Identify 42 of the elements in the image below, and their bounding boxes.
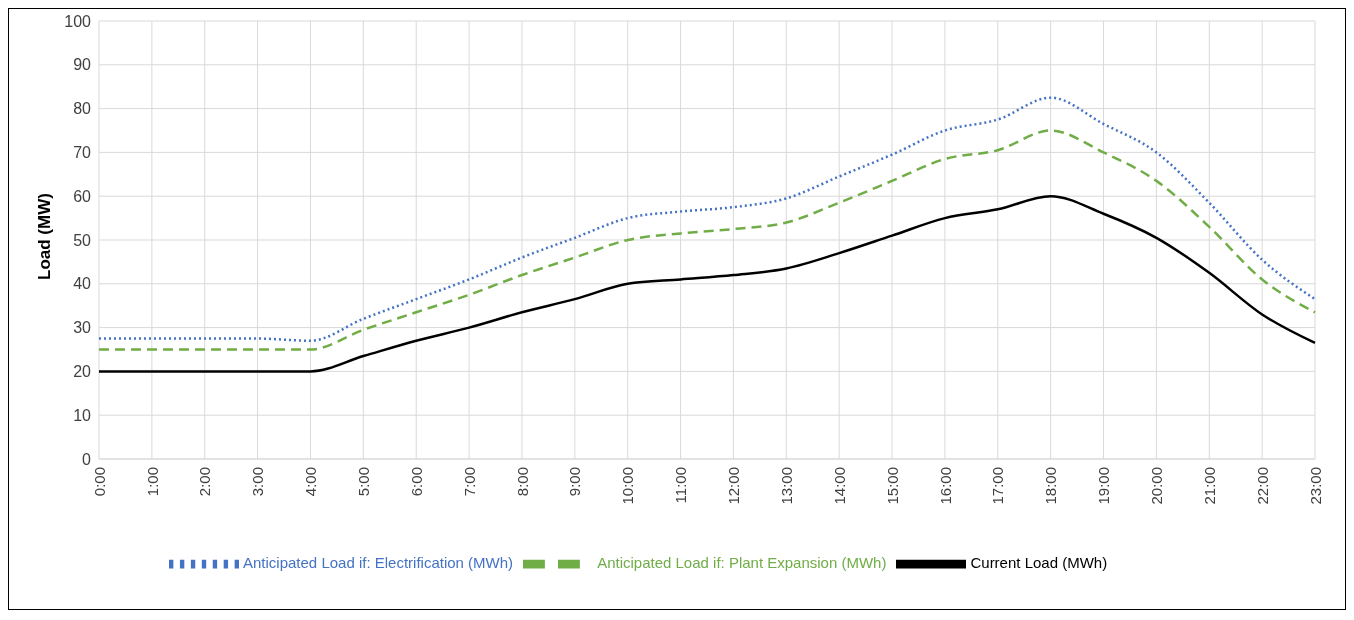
x-tick-label: 11:00 — [672, 467, 690, 504]
x-tick-label: 1:00 — [143, 467, 161, 497]
y-tick-label: 10 — [73, 406, 92, 424]
x-tick-label: 3:00 — [249, 467, 267, 497]
x-tick-label: 17:00 — [989, 467, 1007, 505]
x-tick-label: 12:00 — [725, 467, 743, 505]
x-tick-label: 4:00 — [302, 467, 320, 497]
x-tick-label: 6:00 — [407, 467, 425, 497]
x-tick-label: 23:00 — [1306, 467, 1324, 505]
x-tick-label: 7:00 — [460, 467, 478, 497]
y-tick-label: 100 — [64, 12, 92, 30]
y-tick-label: 90 — [73, 56, 92, 74]
line-series — [97, 129, 1317, 351]
x-tick-label: 13:00 — [777, 467, 795, 505]
x-tick-label: 18:00 — [1042, 467, 1060, 505]
x-tick-label: 16:00 — [936, 467, 954, 505]
y-tick-label: 20 — [73, 363, 92, 381]
legend-label: Anticipated Load if: Electrification (MWh) — [243, 553, 514, 571]
x-tick-label: 0:00 — [90, 467, 108, 497]
y-tick-label: 70 — [73, 144, 92, 162]
legend-label: Anticipated Load if: Plant Expansion (MWh) — [597, 553, 887, 571]
y-axis-title: Load (MW) — [35, 193, 55, 280]
x-tick-label: 8:00 — [513, 467, 531, 497]
y-tick-label: 50 — [73, 231, 92, 249]
legend-label: Current Load (MWh) — [970, 553, 1108, 571]
x-tick-label: 10:00 — [619, 467, 637, 505]
line-series — [97, 194, 1317, 373]
x-tick-label: 15:00 — [883, 467, 901, 505]
line-series — [97, 96, 1317, 342]
y-tick-label: 80 — [73, 100, 92, 118]
x-tick-label: 9:00 — [566, 467, 584, 497]
y-tick-label: 40 — [73, 275, 92, 293]
x-tick-label: 20:00 — [1148, 467, 1166, 505]
x-tick-label: 21:00 — [1200, 467, 1218, 505]
x-tick-label: 2:00 — [196, 467, 214, 497]
x-tick-label: 19:00 — [1095, 467, 1113, 505]
x-tick-label: 22:00 — [1253, 467, 1271, 505]
y-tick-label: 0 — [82, 450, 92, 468]
x-tick-label: 14:00 — [830, 467, 848, 505]
y-tick-label: 60 — [73, 187, 92, 205]
x-tick-label: 5:00 — [355, 467, 372, 497]
y-tick-label: 30 — [73, 319, 92, 337]
